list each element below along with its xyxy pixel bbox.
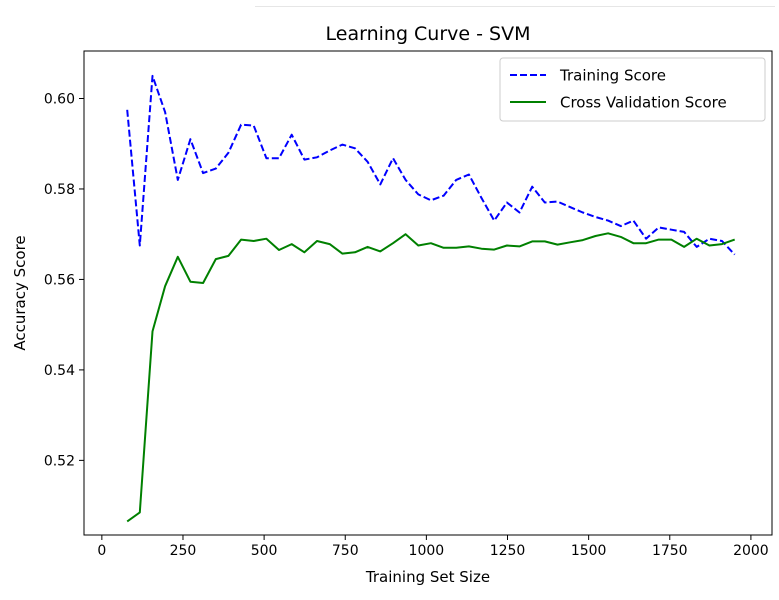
series-lines (126, 74, 736, 523)
chart-title: Learning Curve - SVM (326, 23, 531, 45)
x-axis-label: Training Set Size (365, 568, 490, 586)
cross-validation-score-line (126, 232, 736, 523)
x-tick-label: 1250 (490, 543, 526, 559)
x-tick-label: 250 (170, 543, 197, 559)
training-score-line (126, 74, 736, 256)
y-axis: 0.52 0.54 0.56 0.58 0.60 (44, 91, 84, 469)
legend-label-cross-validation: Cross Validation Score (560, 94, 727, 112)
y-axis-label: Accuracy Score (11, 235, 29, 350)
y-tick-label: 0.54 (44, 363, 75, 379)
y-tick-label: 0.52 (44, 453, 75, 469)
y-tick-label: 0.60 (44, 91, 75, 107)
y-tick-label: 0.58 (44, 182, 75, 198)
legend: Training Score Cross Validation Score (499, 57, 766, 122)
plot-area (83, 50, 773, 536)
legend-label-training: Training Score (559, 67, 666, 85)
x-tick-label: 1500 (571, 543, 607, 559)
y-tick-label: 0.56 (44, 272, 75, 288)
x-tick-label: 2000 (733, 543, 769, 559)
x-tick-label: 1750 (652, 543, 688, 559)
x-tick-label: 0 (97, 543, 106, 559)
top-divider (255, 6, 775, 7)
legend-box (499, 57, 766, 122)
x-tick-label: 1000 (409, 543, 445, 559)
x-tick-label: 500 (251, 543, 278, 559)
x-tick-label: 750 (332, 543, 359, 559)
x-axis: 0 250 500 750 1000 1250 1500 1750 2000 (97, 535, 769, 559)
